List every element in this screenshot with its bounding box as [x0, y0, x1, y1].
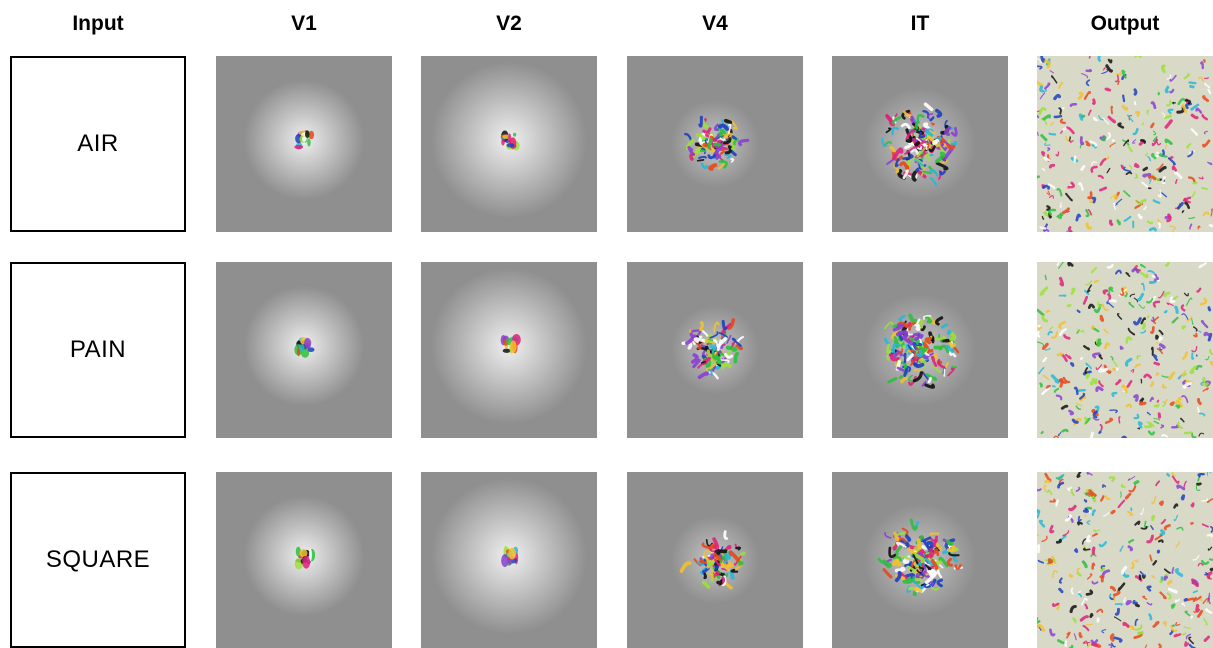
- it-visualization-square: [832, 472, 1008, 648]
- feature-blob: [513, 132, 517, 137]
- input-word-box-air: AIR: [10, 56, 186, 232]
- column-header-it: IT: [910, 12, 930, 35]
- feature-blob: [303, 337, 312, 349]
- input-word-box-pain: PAIN: [10, 262, 186, 438]
- v1-visualization-square: [216, 472, 392, 648]
- feature-blob: [296, 347, 301, 357]
- v4-visualization-square: [627, 472, 803, 648]
- output-texture-pain: [1037, 262, 1213, 438]
- input-word-label: PAIN: [69, 336, 127, 363]
- feature-blob: [308, 548, 313, 562]
- feature-blob: [299, 548, 308, 558]
- feature-blob: [502, 134, 511, 139]
- feature-blob: [295, 546, 301, 557]
- feature-blob: [508, 547, 517, 560]
- v4-visualization-pain: [627, 262, 803, 438]
- it-visualization-air: [832, 56, 1008, 232]
- v1-visualization-pain: [216, 262, 392, 438]
- column-header-v1: V1: [291, 12, 317, 35]
- output-texture-air: [1037, 56, 1213, 232]
- column-header-output: Output: [1090, 12, 1160, 35]
- feature-blob: [299, 344, 305, 351]
- feature-blob: [302, 136, 307, 142]
- feature-blob: [302, 555, 311, 569]
- v2-visualization-air: [421, 56, 597, 232]
- v1-visualization-air: [216, 56, 392, 232]
- feature-blob: [307, 347, 315, 353]
- v2-visualization-pain: [421, 262, 597, 438]
- feature-blob: [301, 348, 310, 358]
- feature-blob: [501, 138, 505, 146]
- input-word-label: SQUARE: [45, 546, 151, 573]
- input-word-box-square: SQUARE: [10, 472, 186, 648]
- v4-visualization-air: [627, 56, 803, 232]
- output-texture-square: [1037, 472, 1213, 648]
- feature-blob: [510, 340, 517, 354]
- column-header-v2: V2: [496, 12, 522, 35]
- feature-blob: [506, 143, 515, 148]
- feature-blob: [502, 348, 511, 353]
- column-header-v4: V4: [702, 12, 728, 35]
- feature-blob: [294, 144, 304, 150]
- feature-blob: [508, 133, 512, 144]
- it-visualization-pain: [832, 262, 1008, 438]
- column-header-input: Input: [72, 12, 124, 35]
- feature-blob: [501, 554, 509, 568]
- v2-visualization-square: [421, 472, 597, 648]
- feature-blob: [304, 130, 310, 138]
- feature-blob: [307, 138, 311, 147]
- feature-blob: [308, 130, 315, 140]
- input-word-label: AIR: [77, 130, 119, 157]
